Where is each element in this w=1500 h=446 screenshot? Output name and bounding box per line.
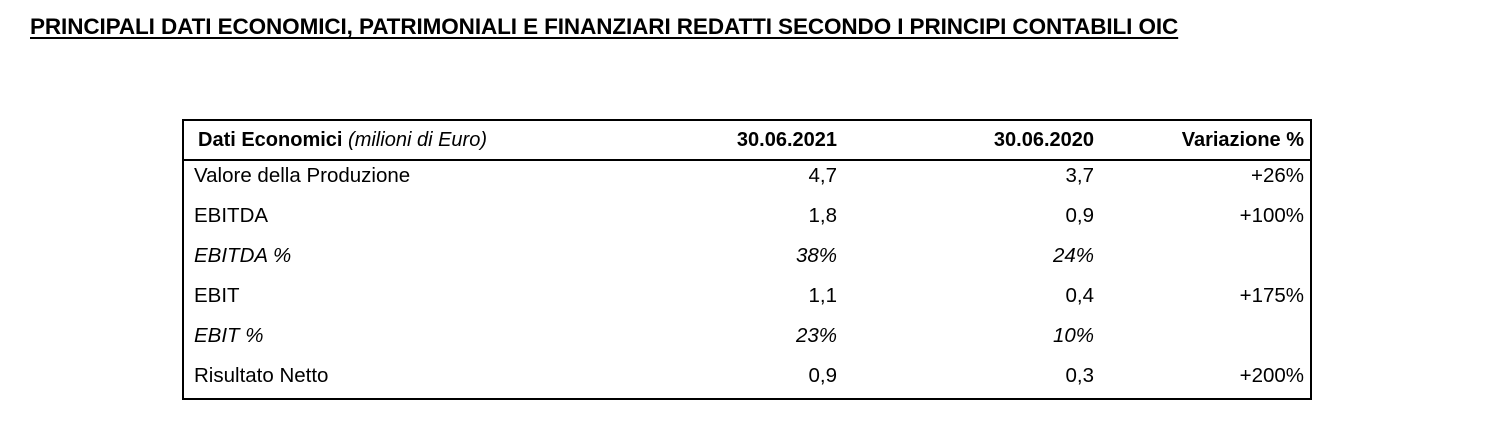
row-change: +200% bbox=[1239, 364, 1304, 387]
row-change: +100% bbox=[1239, 204, 1304, 227]
row-label: EBIT % bbox=[194, 324, 264, 347]
row-value-2021: 1,8 bbox=[808, 204, 838, 227]
row-value-2021: 1,1 bbox=[808, 284, 838, 307]
row-value-2021: 23% bbox=[795, 324, 837, 347]
table-row: Risultato Netto 0,9 0,3 +200% bbox=[184, 361, 1310, 401]
table-row: EBITDA 1,8 0,9 +100% bbox=[184, 201, 1310, 241]
row-label: Risultato Netto bbox=[194, 364, 329, 387]
economic-data-table: Dati Economici (milioni di Euro) 30.06.2… bbox=[182, 119, 1312, 400]
row-value-2020: 10% bbox=[1052, 324, 1094, 347]
row-value-2021: 4,7 bbox=[808, 164, 838, 187]
header-label-text: Dati Economici bbox=[198, 129, 343, 151]
row-value-2020: 3,7 bbox=[1065, 164, 1095, 187]
table-body: Valore della Produzione 4,7 3,7 +26% EBI… bbox=[184, 161, 1310, 401]
row-value-2021: 38% bbox=[795, 244, 837, 267]
row-value-2020: 24% bbox=[1052, 244, 1094, 267]
row-label: Valore della Produzione bbox=[194, 164, 411, 187]
row-value-2021: 0,9 bbox=[808, 364, 838, 387]
table-row: EBIT % 23% 10% bbox=[184, 321, 1310, 361]
row-change: +26% bbox=[1250, 164, 1304, 187]
header-label: Dati Economici (milioni di Euro) bbox=[198, 129, 487, 152]
table-row: EBITDA % 38% 24% bbox=[184, 241, 1310, 281]
row-label: EBIT bbox=[194, 284, 240, 307]
row-change: +175% bbox=[1239, 284, 1304, 307]
document-title: PRINCIPALI DATI ECONOMICI, PATRIMONIALI … bbox=[30, 14, 1179, 39]
table-row: EBIT 1,1 0,4 +175% bbox=[184, 281, 1310, 321]
table-header-row: Dati Economici (milioni di Euro) 30.06.2… bbox=[184, 121, 1310, 161]
row-value-2020: 0,9 bbox=[1065, 204, 1095, 227]
header-unit: (milioni di Euro) bbox=[348, 129, 487, 151]
header-col-variation: Variazione % bbox=[1181, 129, 1304, 151]
row-label: EBITDA bbox=[194, 204, 269, 227]
header-col-2020: 30.06.2020 bbox=[993, 129, 1094, 151]
header-col-2021: 30.06.2021 bbox=[736, 129, 837, 151]
table-row: Valore della Produzione 4,7 3,7 +26% bbox=[184, 161, 1310, 201]
row-label: EBITDA % bbox=[194, 244, 292, 267]
row-value-2020: 0,3 bbox=[1065, 364, 1095, 387]
row-value-2020: 0,4 bbox=[1065, 284, 1095, 307]
